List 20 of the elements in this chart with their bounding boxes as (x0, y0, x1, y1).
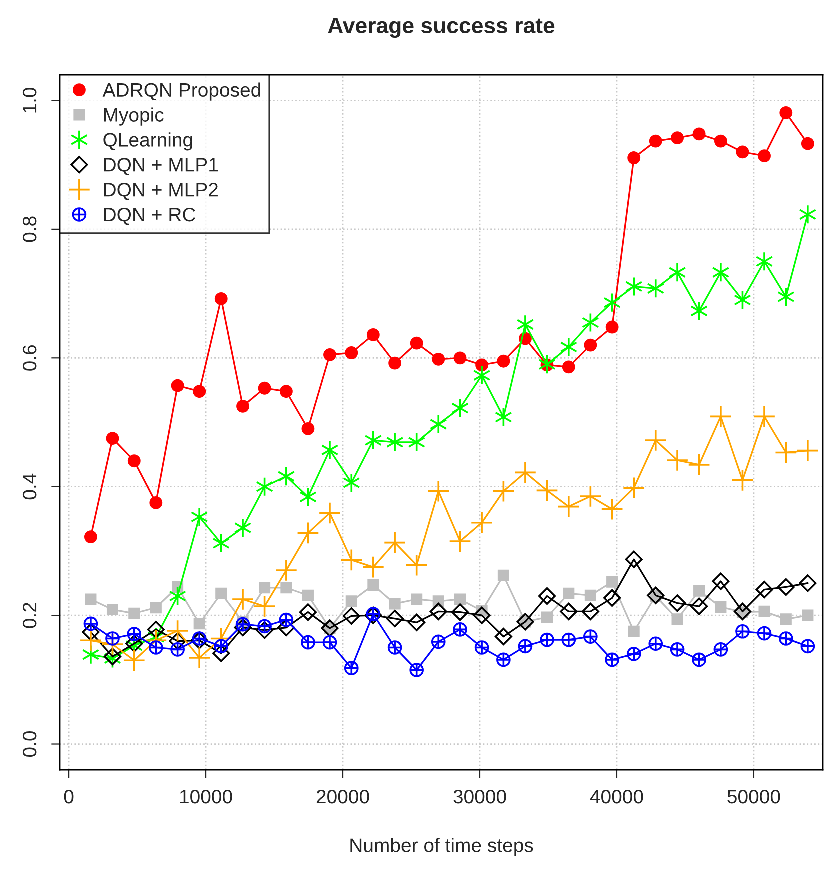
y-tick-label: 1.0 (22, 88, 37, 113)
chart-title: Average success rate (328, 18, 555, 38)
legend-label: QLearning (104, 132, 192, 151)
x-tick-label: 20000 (316, 790, 370, 804)
legend-label: DQN + MLP1 (104, 158, 218, 176)
y-tick-label: 0.6 (22, 345, 37, 371)
y-tick-label: 0.8 (22, 216, 37, 242)
x-tick-label: 50000 (728, 790, 780, 804)
x-tick-label: 0 (64, 790, 74, 804)
x-tick-label: 10000 (180, 790, 232, 804)
x-axis-title: Number of time steps (350, 838, 534, 856)
y-tick-label: 0.0 (22, 732, 37, 758)
legend-label: DQN + MLP2 (104, 183, 218, 200)
legend-label: Myopic (104, 108, 164, 126)
x-tick-label: 40000 (590, 790, 644, 804)
legend-label: ADRQN Proposed (102, 82, 260, 101)
x-tick-label: 30000 (454, 790, 506, 804)
legend-label: DQN + RC (104, 208, 196, 226)
y-tick-label: 0.2 (22, 603, 37, 628)
y-tick-label: 0.4 (22, 474, 37, 500)
